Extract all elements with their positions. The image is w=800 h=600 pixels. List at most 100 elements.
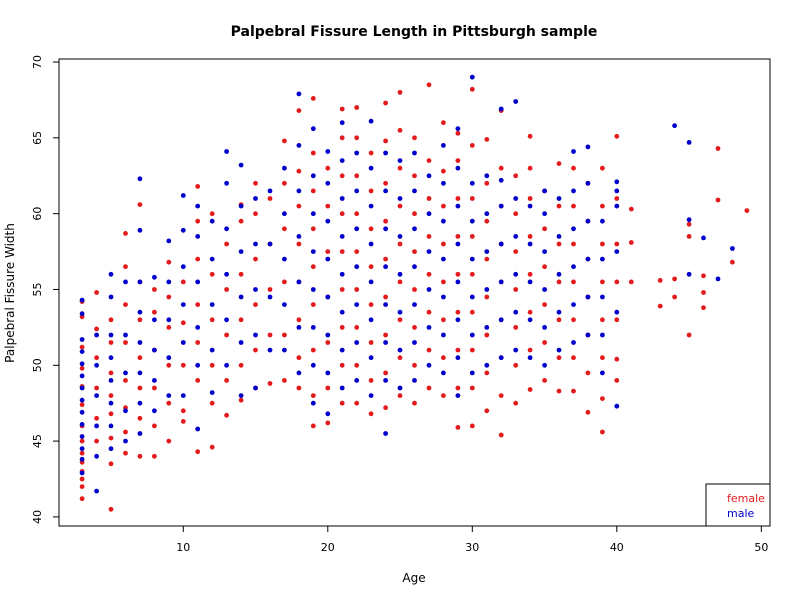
point-male-130 (354, 188, 360, 194)
point-male-124 (339, 120, 345, 126)
point-female-67 (209, 444, 215, 450)
point-male-169 (441, 332, 446, 338)
point-female-230 (513, 325, 519, 330)
point-male-219 (542, 188, 547, 194)
point-male-17 (94, 393, 99, 398)
point-male-166 (426, 211, 432, 217)
point-female-238 (527, 271, 533, 277)
point-male-12 (79, 311, 85, 317)
point-female-61 (195, 378, 201, 383)
point-female-188 (441, 279, 446, 285)
point-male-33 (137, 431, 143, 436)
point-female-295 (701, 305, 706, 311)
point-female-202 (469, 423, 475, 429)
point-male-65 (209, 302, 215, 307)
point-male-135 (368, 279, 374, 285)
point-male-175 (455, 393, 461, 398)
point-male-41 (152, 408, 157, 414)
point-male-72 (224, 180, 230, 186)
point-female-228 (513, 400, 519, 406)
point-female-242 (527, 133, 533, 139)
x-tick-label-40: 40 (610, 541, 624, 554)
point-male-102 (310, 362, 316, 368)
point-female-76 (224, 287, 230, 292)
point-female-100 (282, 138, 287, 144)
point-female-287 (628, 206, 634, 212)
point-male-229 (571, 188, 576, 194)
point-female-233 (513, 211, 519, 217)
point-female-220 (498, 393, 504, 398)
point-male-157 (412, 302, 417, 307)
point-male-4 (79, 422, 85, 427)
point-female-244 (542, 340, 547, 345)
point-female-31 (123, 378, 128, 383)
point-female-117 (310, 96, 316, 101)
point-female-99 (282, 180, 287, 186)
legend: female male (705, 483, 771, 527)
point-female-125 (339, 400, 345, 406)
point-female-172 (412, 287, 417, 292)
point-female-216 (484, 218, 490, 224)
point-female-279 (614, 356, 620, 362)
point-female-15 (94, 415, 99, 421)
point-female-92 (267, 287, 273, 292)
point-female-284 (614, 133, 620, 139)
point-male-150 (397, 309, 403, 315)
y-tick-label-55: 55 (31, 282, 44, 296)
point-male-170 (441, 294, 446, 300)
point-female-201 (455, 130, 461, 136)
point-female-271 (600, 396, 605, 401)
point-female-127 (339, 325, 345, 330)
point-male-136 (368, 241, 374, 247)
point-female-82 (238, 218, 244, 224)
point-female-180 (426, 271, 432, 277)
point-male-159 (412, 226, 417, 232)
point-female-282 (614, 241, 620, 247)
point-male-97 (296, 234, 302, 239)
point-female-118 (325, 420, 331, 426)
point-female-243 (542, 378, 547, 383)
point-female-126 (339, 362, 345, 368)
point-female-18 (94, 326, 99, 332)
point-female-240 (527, 196, 533, 201)
point-male-64 (209, 347, 215, 353)
point-female-272 (600, 355, 605, 361)
point-female-77 (224, 241, 230, 247)
point-female-52 (166, 325, 172, 330)
point-female-137 (354, 287, 360, 292)
point-male-248 (672, 123, 677, 129)
point-female-19 (94, 290, 99, 295)
point-male-197 (498, 317, 504, 323)
point-male-23 (108, 378, 114, 383)
point-female-174 (412, 211, 417, 217)
point-female-168 (397, 90, 403, 95)
point-female-293 (686, 234, 692, 239)
point-male-45 (152, 274, 157, 280)
x-tick-label-20: 20 (321, 541, 335, 554)
point-female-42 (137, 202, 143, 208)
point-male-156 (412, 340, 417, 345)
point-female-40 (137, 317, 143, 323)
point-male-63 (209, 390, 215, 395)
point-male-236 (585, 144, 591, 150)
point-male-44 (152, 317, 157, 323)
point-female-14 (94, 438, 99, 444)
point-female-198 (455, 234, 461, 239)
point-female-37 (137, 415, 143, 421)
point-male-185 (469, 294, 475, 300)
point-male-91 (282, 256, 287, 262)
point-female-108 (296, 108, 302, 113)
point-female-23 (108, 411, 114, 417)
point-male-233 (585, 256, 591, 262)
point-female-160 (397, 393, 403, 398)
point-female-274 (600, 279, 605, 285)
point-male-162 (426, 362, 432, 368)
point-female-32 (123, 340, 128, 345)
point-male-246 (614, 188, 620, 194)
point-female-218 (484, 137, 490, 142)
point-male-147 (383, 150, 388, 156)
point-female-148 (368, 226, 374, 232)
point-female-50 (166, 400, 172, 406)
point-female-138 (354, 249, 360, 255)
point-female-63 (195, 302, 201, 307)
